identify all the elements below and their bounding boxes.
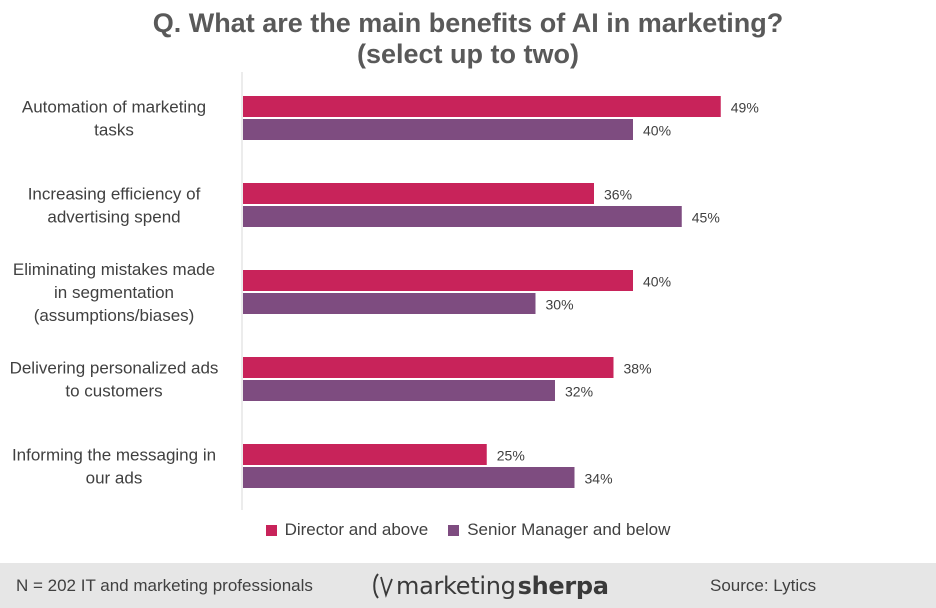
marketingsherpa-logo: marketing sherpa (372, 570, 609, 602)
footer-bar: N = 202 IT and marketing professionals m… (0, 563, 936, 608)
data-label: 34% (585, 471, 613, 487)
chart-title-line-1: Q. What are the main benefits of AI in m… (152, 8, 784, 38)
legend-item-director: Director and above (265, 520, 429, 540)
data-label: 45% (692, 210, 720, 226)
bar-director (243, 270, 633, 291)
chart-title-line-2: (select up to two) (357, 39, 579, 69)
data-label: 38% (624, 361, 652, 377)
data-label: 30% (546, 297, 574, 313)
data-label: 40% (643, 274, 671, 290)
chart-legend: Director and above Senior Manager and be… (0, 520, 936, 540)
bar-senior-manager (243, 206, 682, 227)
category-label: Eliminating mistakes made in segmentation… (13, 260, 215, 325)
bar-director (243, 357, 614, 378)
legend-swatch-senior-manager (448, 524, 460, 536)
source-note: Source: Lytics (710, 576, 817, 595)
category-label: Informing the messaging in our ads (12, 445, 216, 487)
category-label: Automation of marketing tasks (22, 97, 206, 139)
bar-senior-manager (243, 293, 536, 314)
data-label: 40% (643, 123, 671, 139)
data-label: 49% (731, 100, 759, 116)
data-label: 25% (497, 448, 525, 464)
bar-director (243, 96, 721, 117)
bar-senior-manager (243, 380, 555, 401)
category-label: Increasing efficiency of advertising spen… (28, 184, 201, 226)
bar-chart: Automation of marketing tasks 49% 40% Increa… (10, 72, 759, 510)
legend-swatch-director (265, 524, 277, 536)
logo-text-thin: marketing (396, 572, 516, 600)
legend-label-director: Director and above (284, 520, 429, 539)
logo-mark-icon (373, 573, 393, 599)
sample-size-note: N = 202 IT and marketing professionals (16, 576, 313, 595)
category-label: Delivering personalized ads to customers (10, 358, 219, 400)
bar-senior-manager (243, 467, 575, 488)
bar-senior-manager (243, 119, 633, 140)
data-label: 32% (565, 384, 593, 400)
bar-director (243, 183, 594, 204)
data-label: 36% (604, 187, 632, 203)
logo-text-bold: sherpa (517, 572, 609, 600)
chart-title: Q. What are the main benefits of AI in m… (0, 8, 936, 70)
legend-label-senior-manager: Senior Manager and below (467, 520, 671, 539)
legend-item-senior-manager: Senior Manager and below (448, 520, 670, 540)
bar-director (243, 444, 487, 465)
